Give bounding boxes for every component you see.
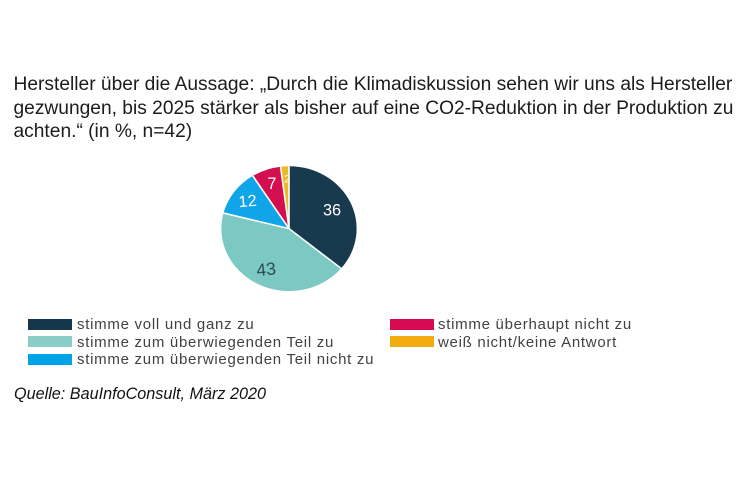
svg-text:12: 12 — [238, 192, 258, 212]
svg-text:43: 43 — [255, 258, 277, 280]
svg-text:2: 2 — [284, 174, 290, 186]
svg-text:36: 36 — [323, 202, 341, 220]
svg-text:7: 7 — [267, 175, 276, 193]
